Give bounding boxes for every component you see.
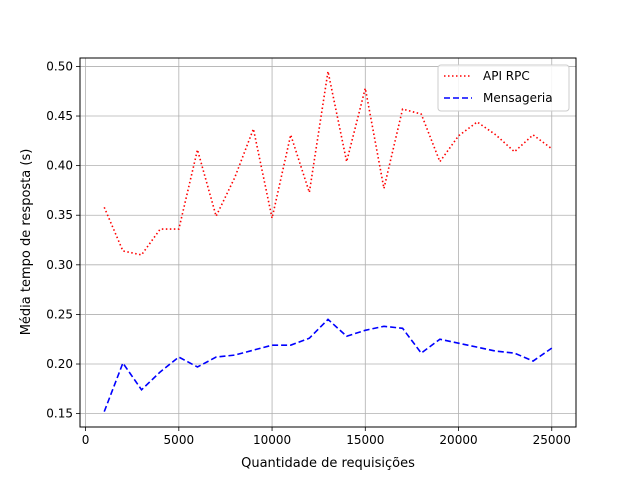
x-tick-label: 25000 bbox=[533, 433, 571, 447]
x-tick-label: 5000 bbox=[164, 433, 195, 447]
x-tick-label: 0 bbox=[82, 433, 90, 447]
y-axis-ticks: 0.15 0.20 0.25 0.30 0.35 0.40 0.45 0.50 bbox=[46, 59, 80, 421]
y-tick-label: 0.35 bbox=[46, 208, 73, 222]
legend: API RPC Mensageria bbox=[437, 64, 570, 112]
y-tick-label: 0.30 bbox=[46, 258, 73, 272]
plot-frame bbox=[79, 57, 577, 428]
y-tick-label: 0.15 bbox=[46, 407, 73, 421]
grid bbox=[80, 58, 576, 427]
series-line-mensageria bbox=[103, 318, 553, 412]
legend-label: API RPC bbox=[483, 69, 530, 83]
y-tick-label: 0.50 bbox=[46, 59, 73, 73]
series-lines bbox=[103, 71, 553, 412]
legend-label: Mensageria bbox=[483, 91, 553, 105]
x-tick-label: 10000 bbox=[253, 433, 291, 447]
x-axis-ticks: 0 5000 10000 15000 20000 25000 bbox=[82, 427, 571, 447]
y-tick-label: 0.20 bbox=[46, 357, 73, 371]
legend-box bbox=[437, 64, 570, 112]
y-tick-label: 0.45 bbox=[46, 109, 73, 123]
y-tick-label: 0.25 bbox=[46, 307, 73, 321]
y-axis-label: Média tempo de resposta (s) bbox=[19, 149, 34, 336]
series-line-api-rpc bbox=[103, 71, 553, 256]
y-tick-label: 0.40 bbox=[46, 159, 73, 173]
x-tick-label: 15000 bbox=[346, 433, 384, 447]
x-tick-label: 20000 bbox=[439, 433, 477, 447]
x-axis-label: Quantidade de requisições bbox=[241, 456, 415, 471]
